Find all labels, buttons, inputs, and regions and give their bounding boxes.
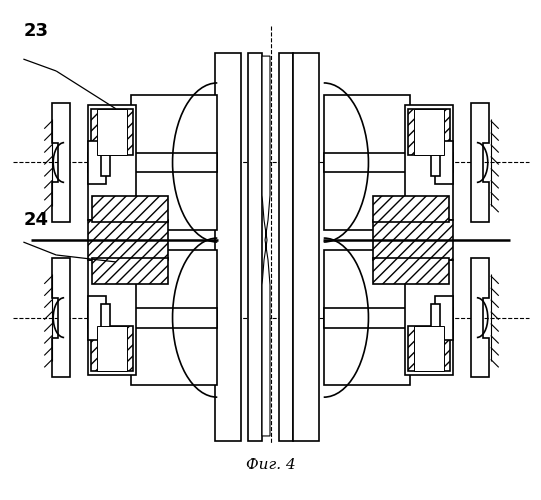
Bar [324,250,410,385]
Bar [97,326,127,372]
Bar [88,140,106,184]
Bar [431,304,440,332]
Polygon shape [471,103,489,222]
Bar [431,148,440,176]
Bar [92,258,168,284]
Polygon shape [471,258,489,378]
Bar [405,105,453,220]
Bar [91,109,133,154]
Bar [435,140,453,184]
Bar [92,196,168,222]
Bar [373,258,449,284]
Bar [414,326,444,372]
Polygon shape [262,56,270,436]
Bar [88,260,136,376]
Bar [215,53,241,441]
Bar [414,109,444,154]
Polygon shape [52,103,70,222]
Bar [88,152,217,172]
Bar [435,296,453,340]
Bar [131,95,217,230]
Bar [97,109,127,154]
Text: 23: 23 [23,22,48,40]
Bar [324,152,453,172]
Bar [88,308,217,328]
Bar [88,105,136,220]
Bar [101,304,110,332]
Bar [248,53,262,441]
Bar [88,296,106,340]
Bar [373,220,453,260]
Text: Фиг. 4: Фиг. 4 [246,458,296,472]
Bar [405,260,453,376]
Bar [131,250,217,385]
Text: 24: 24 [23,211,48,229]
Bar [91,326,133,372]
Bar [373,196,449,222]
Bar [324,308,453,328]
Bar [408,109,450,154]
Bar [88,220,168,260]
Bar [279,53,293,441]
Bar [101,148,110,176]
Bar [293,53,319,441]
Polygon shape [52,258,70,378]
Bar [324,95,410,230]
Bar [408,326,450,372]
